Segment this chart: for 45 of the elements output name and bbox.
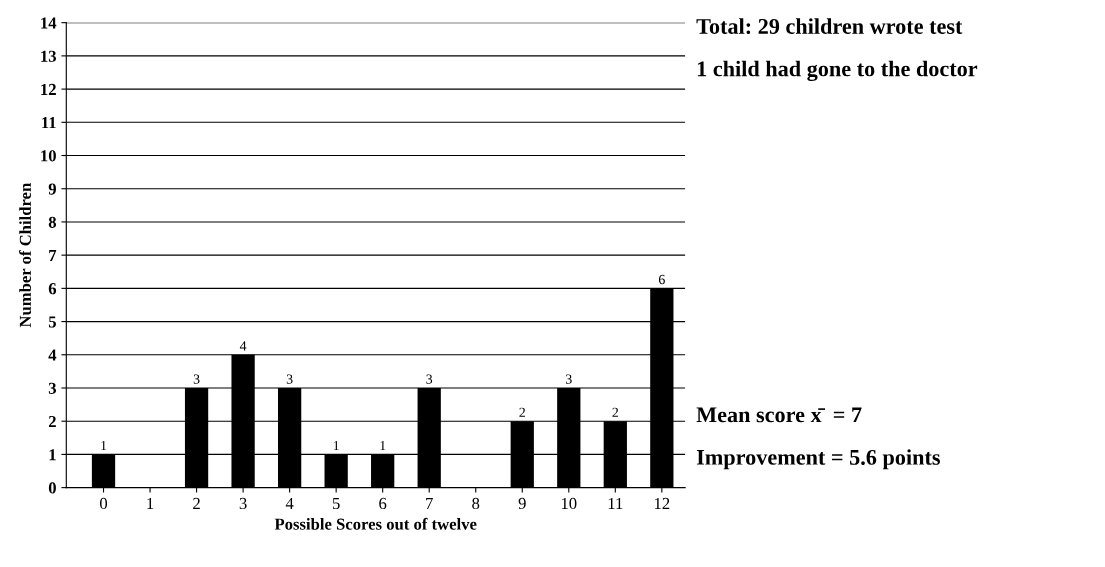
y-tick-label: 3: [48, 382, 57, 394]
data-label: 1: [101, 440, 107, 451]
x-tick-label: 9: [518, 497, 526, 510]
x-tick-label: 5: [332, 497, 340, 510]
x-tick-label: 2: [193, 497, 200, 509]
data-label: 2: [612, 407, 619, 417]
data-label: 1: [380, 440, 386, 451]
y-tick-label: 11: [42, 117, 56, 129]
y-tick-label: 10: [41, 150, 56, 162]
y-tick-label: 4: [48, 349, 57, 361]
y-tick-label: 1: [49, 449, 56, 461]
y-tick-label: 7: [49, 250, 57, 261]
data-label: 3: [286, 374, 293, 384]
y-tick-label: 0: [48, 482, 56, 494]
data-label: 4: [239, 341, 247, 351]
x-tick-label: 3: [239, 497, 247, 510]
x-tick-label: 12: [654, 497, 670, 509]
text: Total: 29 children wrote test: [696, 18, 963, 35]
y-tick-label: 12: [41, 83, 56, 95]
data-label: 3: [426, 374, 433, 384]
y-tick-label: 6: [48, 283, 57, 295]
y-tick-label: 14: [41, 17, 57, 29]
x-tick-label: 6: [379, 497, 387, 510]
data-label: 3: [193, 374, 200, 384]
y-tick-label: 5: [48, 316, 56, 328]
y-axis-title: Number of Children: [19, 183, 32, 328]
y-tick-label: 8: [48, 216, 57, 228]
x-tick-label: 10: [561, 497, 577, 510]
x-tick-label: 8: [472, 497, 480, 510]
data-label: 2: [519, 407, 525, 417]
x-tick-label: 1: [147, 497, 154, 509]
data-label: 3: [565, 374, 572, 384]
text: 1 child had gone to the doctor: [697, 60, 978, 82]
data-label: 1: [333, 440, 339, 451]
x-tick-label: 4: [285, 497, 294, 509]
text: Improvement = 5.6 points: [696, 449, 940, 470]
y-tick-label: 13: [41, 50, 57, 62]
x-tick-label: 7: [426, 497, 433, 509]
text: Mean score x̄ = 7: [696, 407, 862, 423]
x-tick-label: 11: [608, 497, 623, 509]
x-tick-label: 0: [99, 497, 108, 510]
y-tick-label: 9: [48, 183, 56, 195]
x-axis-title: Possible Scores out of twelve: [274, 517, 477, 530]
data-label: 6: [658, 274, 665, 285]
y-tick-label: 2: [48, 415, 56, 427]
